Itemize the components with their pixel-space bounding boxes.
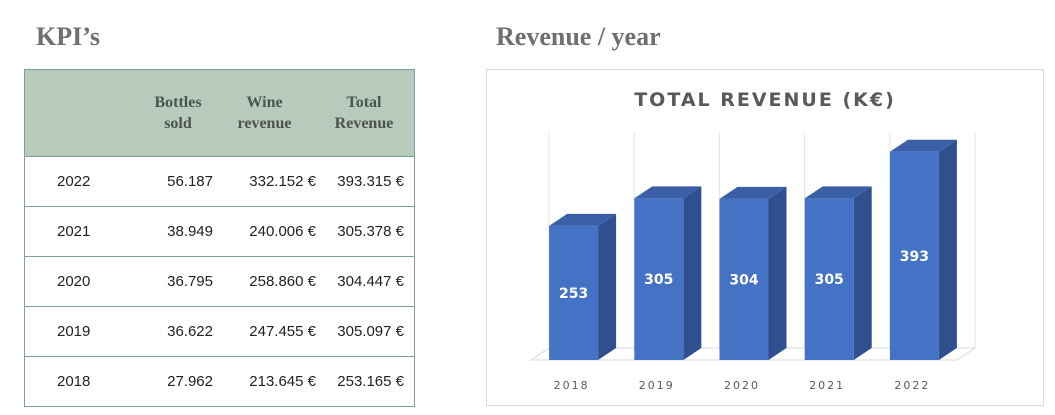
- bar-side: [768, 186, 787, 360]
- row-wine-revenue: 332.152 €: [249, 173, 316, 190]
- kpi-section-title: KPI’s: [36, 22, 101, 51]
- bar-top: [634, 186, 702, 199]
- row-bottles-sold: 38.949: [167, 223, 213, 240]
- bar: [634, 198, 684, 360]
- row-bottles-sold: 36.622: [167, 323, 213, 340]
- row-total-revenue: 393.315 €: [337, 173, 404, 190]
- table-row: 2021 38.949 240.006 € 305.378 €: [25, 207, 414, 257]
- table-row: 2019 36.622 247.455 € 305.097 €: [25, 307, 414, 357]
- row-bottles-sold: 36.795: [167, 273, 213, 290]
- bar: [719, 198, 769, 360]
- row-year: 2018: [57, 373, 91, 390]
- row-year: 2020: [57, 273, 91, 290]
- kpi-header-year: [25, 70, 143, 156]
- row-total-revenue: 305.097 €: [337, 323, 404, 340]
- chart-title: TOTAL REVENUE (K€): [634, 89, 896, 111]
- bar: [804, 198, 854, 360]
- bar-side: [683, 186, 702, 360]
- row-bottles-sold: 56.187: [167, 173, 213, 190]
- bar-top: [549, 213, 617, 226]
- data-label: 305: [644, 272, 673, 288]
- data-label: 253: [559, 286, 588, 302]
- revenue-section-title: Revenue / year: [496, 22, 661, 51]
- bar-top: [719, 186, 787, 199]
- kpi-table-header: Bottles sold Wine revenue Total Revenue: [25, 70, 414, 157]
- row-wine-revenue: 258.860 €: [249, 273, 316, 290]
- data-label: 305: [815, 272, 844, 288]
- bar-top: [804, 186, 872, 199]
- kpi-header-total-revenue: Total Revenue: [334, 94, 394, 132]
- bar-side: [598, 213, 617, 360]
- table-row: 2018 27.962 213.645 € 253.165 €: [25, 357, 414, 406]
- bar-side: [853, 186, 872, 360]
- row-bottles-sold: 27.962: [167, 373, 213, 390]
- revenue-chart-svg: TOTAL REVENUE (K€) 253 2018 305 2019 304 2020 3…: [529, 89, 977, 392]
- bar-top: [889, 139, 957, 152]
- table-row: 2022 56.187 332.152 € 393.315 €: [25, 157, 414, 207]
- kpi-header-bottles-sold: Bottles sold: [154, 94, 202, 132]
- row-total-revenue: 304.447 €: [337, 273, 404, 290]
- row-year: 2021: [57, 223, 91, 240]
- x-tick-label: 2018: [554, 379, 590, 392]
- row-wine-revenue: 213.645 €: [249, 373, 316, 390]
- row-wine-revenue: 247.455 €: [249, 323, 316, 340]
- row-total-revenue: 253.165 €: [337, 373, 404, 390]
- x-tick-label: 2021: [809, 379, 845, 392]
- kpi-table: Bottles sold Wine revenue Total Revenue …: [24, 69, 415, 407]
- bar: [889, 151, 939, 360]
- bar: [549, 225, 599, 360]
- table-row: 2020 36.795 258.860 € 304.447 €: [25, 257, 414, 307]
- revenue-chart: TOTAL REVENUE (K€) 253 2018 305 2019 304 2020 3…: [486, 69, 1044, 406]
- row-total-revenue: 305.378 €: [337, 223, 404, 240]
- data-label: 393: [900, 249, 929, 265]
- data-label: 304: [729, 272, 758, 288]
- x-tick-label: 2020: [724, 379, 760, 392]
- x-tick-label: 2019: [639, 379, 675, 392]
- kpi-header-wine-revenue: Wine revenue: [237, 94, 292, 132]
- x-tick-label: 2022: [894, 379, 930, 392]
- row-year: 2019: [57, 323, 91, 340]
- row-year: 2022: [57, 173, 91, 190]
- bar-side: [938, 139, 957, 360]
- row-wine-revenue: 240.006 €: [249, 223, 316, 240]
